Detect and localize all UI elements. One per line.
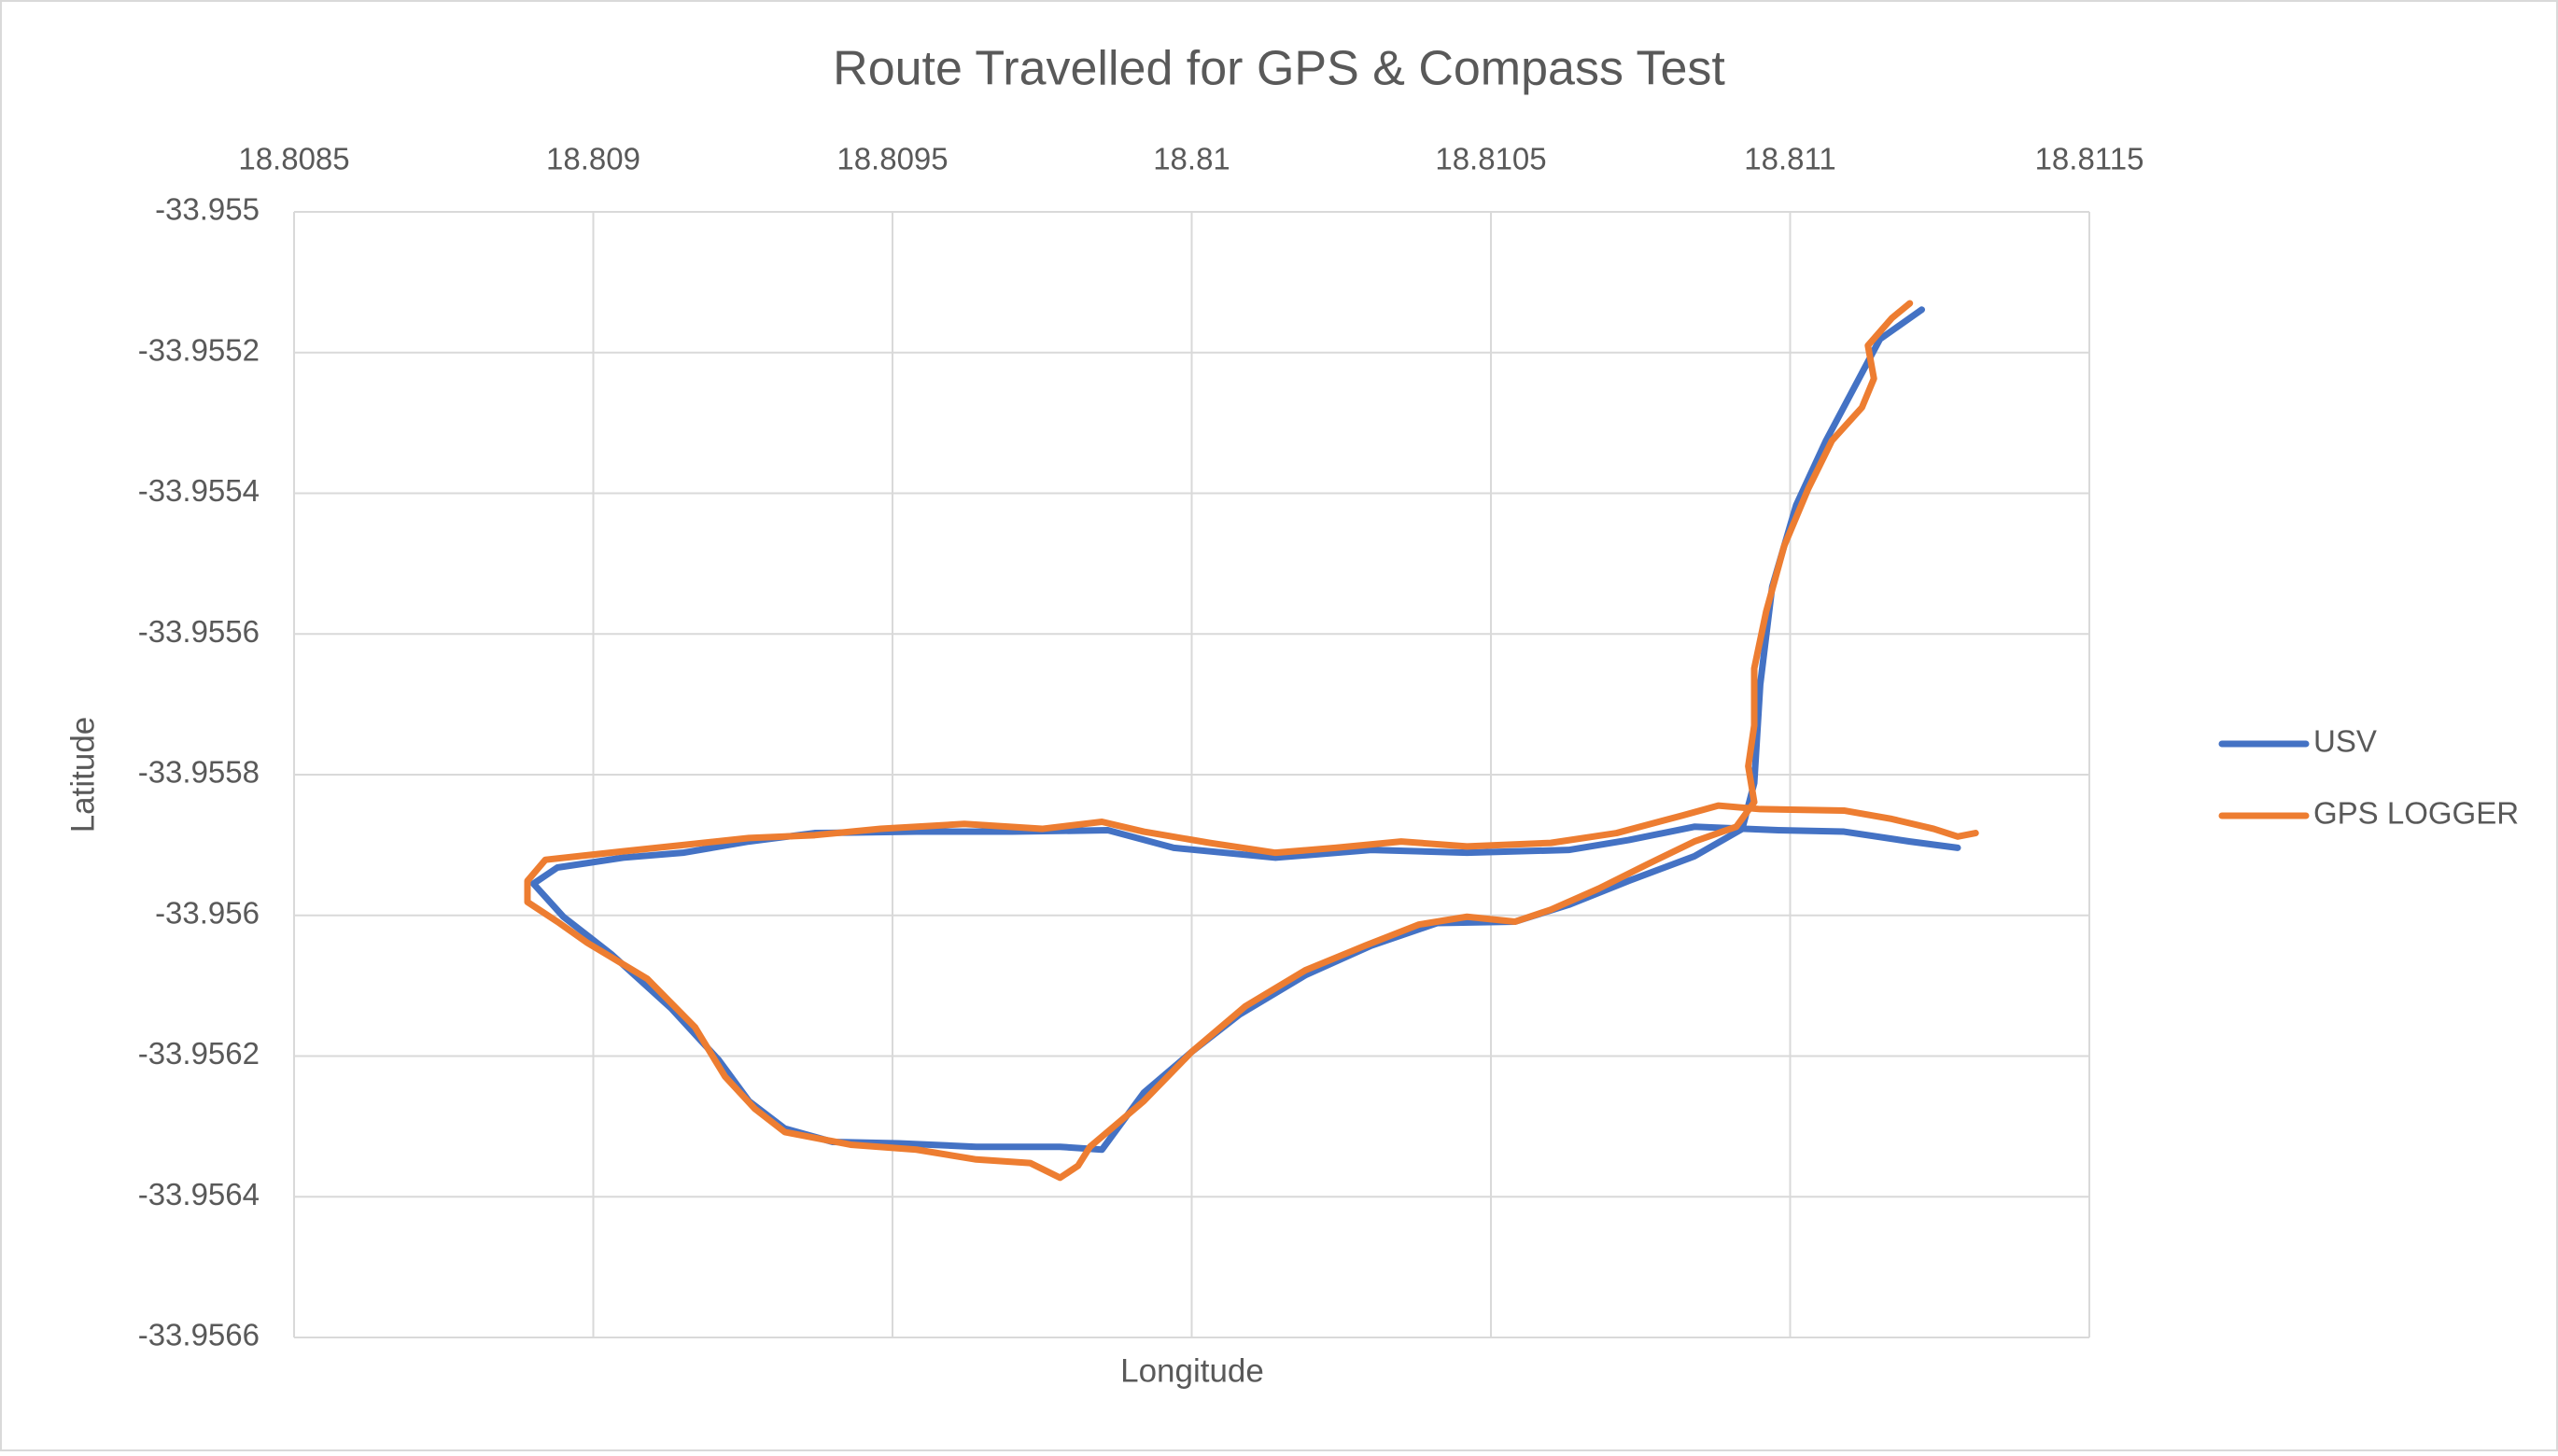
y-tick-label: -33.9558 <box>138 755 260 790</box>
x-axis-title: Longitude <box>1120 1352 1264 1389</box>
x-tick-label: 18.811 <box>1744 142 1835 176</box>
y-tick-label: -33.9564 <box>138 1177 260 1211</box>
x-tick-label: 18.8085 <box>238 142 349 176</box>
y-tick-label: -33.9554 <box>138 473 260 508</box>
y-tick-label: -33.955 <box>155 192 260 227</box>
x-tick-label: 18.809 <box>546 142 640 176</box>
y-tick-label: -33.9552 <box>138 332 260 367</box>
legend-label: USV <box>2313 724 2377 759</box>
x-tick-label: 18.81 <box>1153 142 1230 176</box>
series-line <box>524 300 1979 1182</box>
y-tick-label: -33.9566 <box>138 1318 260 1352</box>
y-tick-label: -33.9562 <box>138 1036 260 1071</box>
legend-label: GPS LOGGER <box>2313 796 2519 831</box>
x-tick-label: 18.8095 <box>836 142 948 176</box>
y-axis-title: Latitude <box>64 717 101 833</box>
x-tick-label: 18.8105 <box>1435 142 1546 176</box>
y-tick-label: -33.9556 <box>138 614 260 649</box>
chart-title: Route Travelled for GPS & Compass Test <box>833 42 1725 96</box>
y-tick-label: -33.956 <box>155 895 260 930</box>
legend: USV GPS LOGGER <box>2218 724 2519 831</box>
x-tick-label: 18.8115 <box>2035 142 2144 176</box>
